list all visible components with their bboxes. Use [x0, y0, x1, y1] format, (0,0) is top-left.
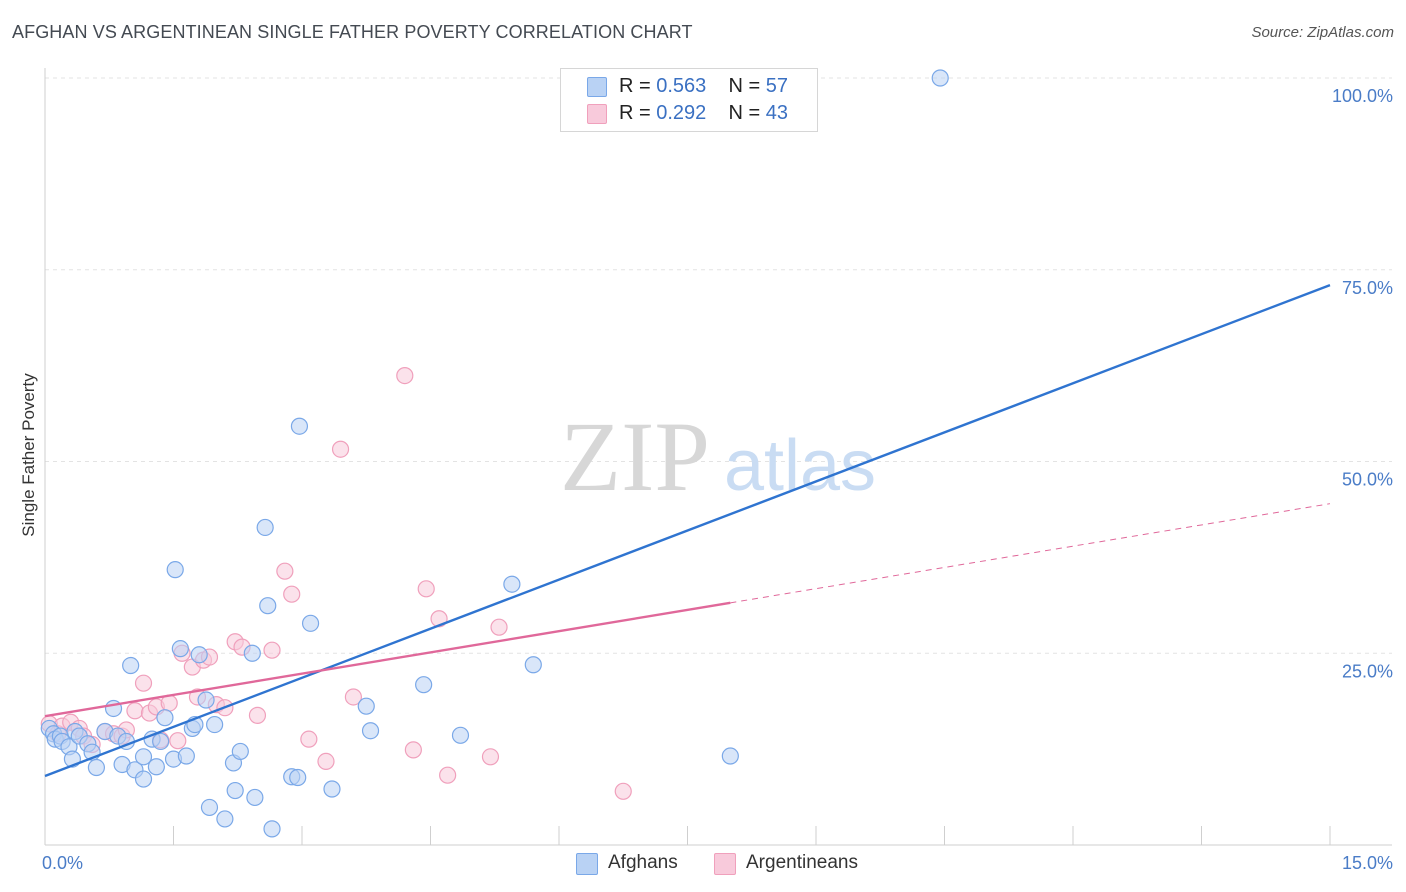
chart-title: AFGHAN VS ARGENTINEAN SINGLE FATHER POVE… [12, 22, 693, 42]
trend-line-afghans [44, 283, 1331, 778]
y-tick-label: 75.0% [1342, 278, 1393, 298]
point-afghans [451, 726, 470, 744]
point-argentineans [283, 585, 301, 603]
legend-n-label: N = [728, 102, 761, 124]
point-afghans [415, 676, 433, 694]
x-tick-label: 0.0% [42, 853, 83, 873]
legend-r-label: R = [619, 75, 651, 97]
point-afghans [216, 810, 234, 828]
point-afghans [263, 820, 281, 838]
point-argentineans [404, 741, 422, 759]
point-argentineans [300, 730, 318, 748]
point-afghans [246, 788, 264, 807]
point-afghans [323, 780, 341, 798]
point-argentineans [481, 748, 500, 766]
point-afghans [134, 748, 153, 766]
point-argentineans [439, 766, 457, 784]
point-afghans [190, 646, 208, 664]
chart-source: Source: ZipAtlas.com [1251, 24, 1394, 41]
legend-n-value: 57 [765, 75, 789, 97]
point-afghans [171, 640, 189, 658]
point-argentineans [276, 562, 294, 580]
point-argentineans [169, 732, 187, 750]
y-tick-label: 100.0% [1332, 86, 1393, 106]
series-legend-swatch-argentineans [714, 853, 736, 875]
point-argentineans [344, 688, 362, 706]
point-afghans [721, 747, 739, 765]
correlation-legend: R = 0.563 N = 57 R = 0.292 N = 43 [560, 68, 818, 132]
x-tick-labels: 0.0% 15.0% [42, 853, 1393, 873]
point-argentineans [317, 752, 335, 770]
point-argentineans [263, 641, 281, 659]
y-tick-labels: 100.0% 75.0% 50.0% 25.0% [1332, 86, 1393, 681]
point-argentineans [126, 702, 144, 720]
point-afghans [226, 781, 244, 800]
trend-line-argentineans [44, 601, 731, 718]
point-afghans [147, 758, 165, 776]
legend-swatch-afghans [587, 77, 607, 97]
point-argentineans [614, 782, 632, 800]
point-afghans [361, 722, 380, 740]
y-tick-label: 25.0% [1342, 661, 1393, 681]
x-tick-label: 15.0% [1342, 853, 1393, 873]
point-afghans [259, 597, 277, 615]
point-afghans [197, 691, 215, 709]
axes [44, 68, 1392, 846]
legend-r-label: R = [619, 102, 651, 124]
point-afghans [931, 69, 949, 87]
point-afghans [231, 742, 249, 761]
legend-n-label: N = [728, 75, 761, 97]
watermark-zip: ZIP [560, 401, 710, 512]
point-afghans [289, 768, 307, 787]
point-afghans [301, 614, 320, 632]
series-legend-label-afghans: Afghans [608, 852, 678, 873]
data-points [40, 69, 949, 838]
point-afghans [290, 417, 309, 435]
point-afghans [166, 561, 184, 579]
trend-line-extension-argentineans [730, 503, 1331, 604]
point-afghans [503, 575, 521, 593]
point-afghans [524, 656, 542, 674]
y-tick-label: 50.0% [1342, 470, 1393, 490]
point-argentineans [331, 440, 350, 458]
point-afghans [122, 656, 140, 675]
point-afghans [256, 518, 274, 537]
point-afghans [134, 770, 153, 788]
grid-lines [45, 77, 1392, 654]
point-afghans [87, 758, 106, 777]
point-afghans [200, 798, 219, 817]
y-axis-title: Single Father Poverty [19, 373, 38, 537]
point-argentineans [417, 580, 435, 598]
watermark-atlas: atlas [724, 426, 876, 506]
point-argentineans [396, 366, 414, 385]
point-argentineans [134, 674, 153, 692]
legend-swatch-argentineans [587, 104, 607, 124]
series-legend-swatch-afghans [576, 853, 598, 875]
trend-lines [44, 283, 1331, 778]
series-legend-label-argentineans: Argentineans [746, 852, 858, 873]
legend-text-argentineans: R = 0.292 N = 43 [619, 102, 788, 125]
point-afghans [243, 644, 261, 662]
watermark: ZIP atlas [560, 401, 876, 512]
point-afghans [152, 732, 170, 751]
point-argentineans [490, 618, 508, 636]
legend-text-afghans: R = 0.563 N = 57 [619, 75, 788, 98]
point-argentineans [248, 706, 267, 724]
legend-n-value: 43 [765, 102, 789, 124]
point-afghans [156, 709, 174, 727]
legend-r-value: 0.563 [656, 75, 707, 97]
point-afghans [177, 747, 195, 765]
legend-r-value: 0.292 [656, 102, 707, 124]
point-afghans [206, 715, 224, 734]
point-afghans [357, 697, 375, 715]
